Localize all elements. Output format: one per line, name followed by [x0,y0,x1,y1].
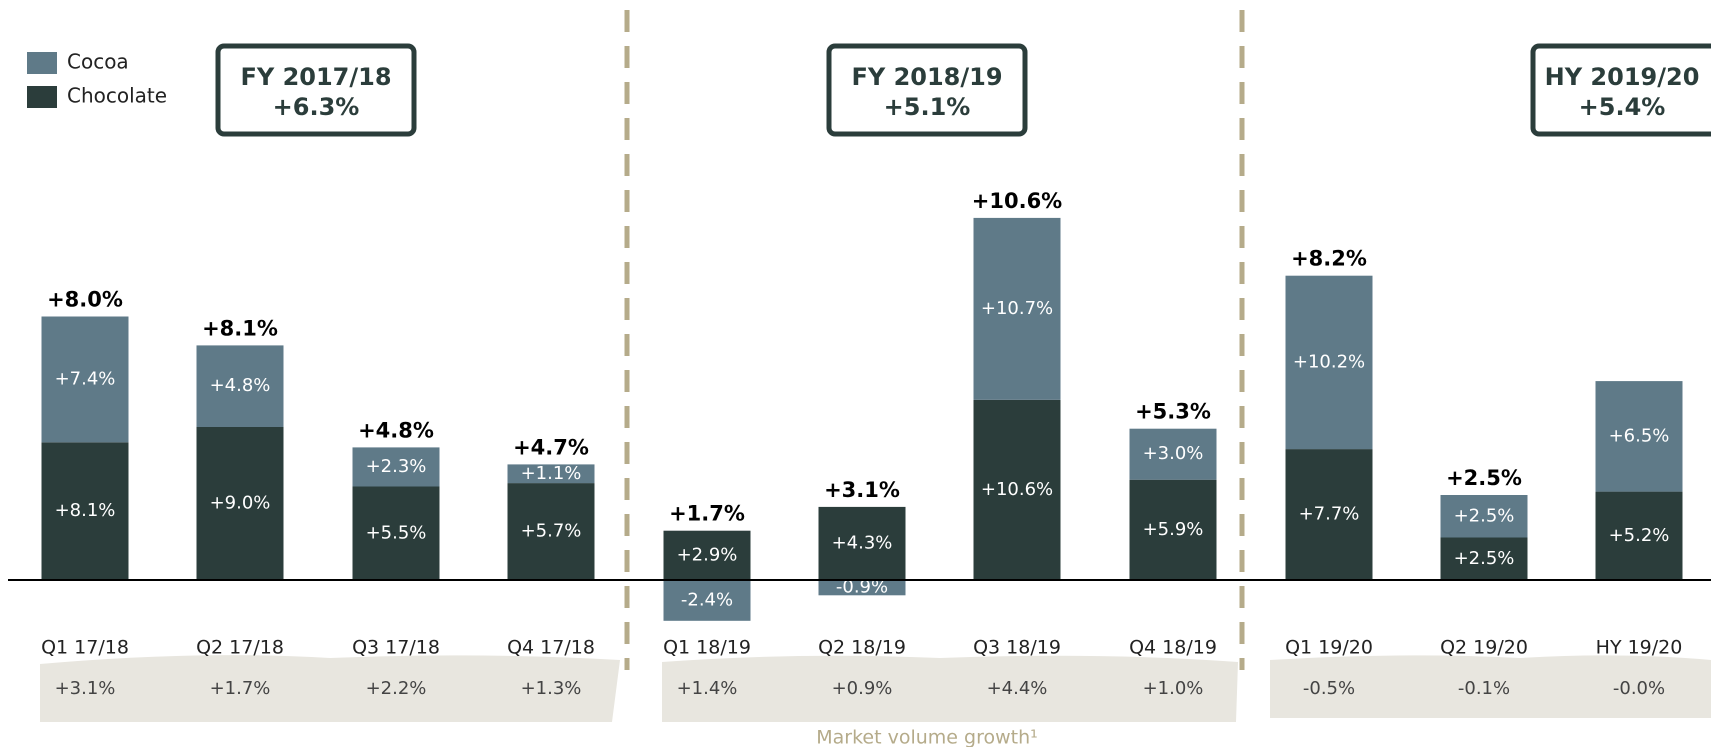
bar-segment [1440,537,1528,580]
x-tick-label: Q1 18/19 [663,637,751,659]
bar-segment [196,345,284,427]
period-name: FY 2017/18 [240,63,391,91]
total-label: +8.2% [1291,247,1367,271]
segment-label: +1.1% [521,463,582,484]
market-value: +1.0% [1143,678,1204,699]
segment-label: +2.9% [677,544,738,565]
market-value: +1.7% [210,678,271,699]
period-growth: +6.3% [273,93,360,121]
market-value: -0.0% [1613,678,1665,699]
total-label: +8.0% [47,288,123,312]
period-name: HY 2019/20 [1545,63,1700,91]
x-tick-label: Q2 17/18 [196,637,284,659]
bar-segment [818,580,906,596]
total-label: +3.1% [824,478,900,502]
segment-label: +10.2% [1293,351,1365,372]
segment-label: +7.7% [1299,504,1360,525]
bar-segment [352,447,440,487]
legend-swatch [27,52,57,74]
bar-segment [1129,479,1217,580]
period-name: FY 2018/19 [851,63,1002,91]
bar-segment [1440,495,1528,538]
segment-label: +9.0% [210,493,271,514]
total-label: +1.7% [669,502,745,526]
x-tick-label: Q4 18/19 [1129,637,1217,659]
bar-segment [41,442,129,580]
period-growth: +5.1% [884,93,971,121]
x-tick-label: HY 19/20 [1596,637,1683,659]
x-tick-label: Q2 18/19 [818,637,906,659]
market-value: +0.9% [832,678,893,699]
segment-label: +5.2% [1609,525,1670,546]
bar-segment [818,506,906,580]
bar-segment [352,486,440,580]
bar-segment [41,316,129,443]
bar-segment [507,483,595,580]
segment-label: +2.5% [1454,548,1515,569]
x-tick-label: Q1 19/20 [1285,637,1373,659]
segment-label: +6.5% [1609,425,1670,446]
market-value: +3.1% [55,678,116,699]
segment-label: +4.8% [210,375,271,396]
segment-label: +5.9% [1143,519,1204,540]
x-tick-label: Q3 17/18 [352,637,440,659]
x-tick-label: Q1 17/18 [41,637,129,659]
period-growth: +5.4% [1579,93,1666,121]
market-value: +2.2% [366,678,427,699]
x-tick-label: Q3 18/19 [973,637,1061,659]
segment-label: +5.5% [366,522,427,543]
segment-label: +5.7% [521,521,582,542]
bar-segment [1285,275,1373,450]
market-band [1270,655,1711,718]
market-band [662,655,1238,722]
bar-segment [1595,381,1683,492]
segment-label: +8.1% [55,500,116,521]
period-box [1530,43,1711,137]
segment-label: +4.3% [832,532,893,553]
segment-label: -0.9% [836,577,888,598]
market-value: +1.3% [521,678,582,699]
total-label: +10.6% [972,189,1062,213]
total-label: +2.5% [1446,466,1522,490]
period-box [215,43,417,137]
market-value: +4.4% [987,678,1048,699]
market-value: -0.5% [1303,678,1355,699]
bar-segment [1129,428,1217,480]
x-tick-label: Q4 17/18 [507,637,595,659]
total-label: +5.3% [1135,400,1211,424]
bar-segment [663,530,751,580]
bar-segment [973,399,1061,580]
market-title: Market volume growth¹ [816,727,1038,747]
legend-label: Cocoa [67,50,129,74]
market-value: +1.4% [677,678,738,699]
segment-label: +3.0% [1143,443,1204,464]
bar-segment [973,217,1061,400]
market-value: -0.1% [1458,678,1510,699]
segment-label: +10.7% [981,298,1053,319]
segment-label: +10.6% [981,479,1053,500]
segment-label: +7.4% [55,368,116,389]
legend-label: Chocolate [67,84,167,108]
bar-segment [1285,449,1373,580]
legend-swatch [27,86,57,108]
total-label: +4.8% [358,418,434,442]
period-box [826,43,1028,137]
bar-segment [196,427,284,580]
bar-segment [663,580,751,621]
segment-label: +2.3% [366,456,427,477]
bar-segment [1595,491,1683,580]
total-label: +4.7% [513,435,589,459]
bar-segment [507,464,595,484]
total-label: +8.1% [202,316,278,340]
segment-label: +2.5% [1454,505,1515,526]
x-tick-label: Q2 19/20 [1440,637,1528,659]
market-band [40,655,620,722]
segment-label: -2.4% [681,589,733,610]
